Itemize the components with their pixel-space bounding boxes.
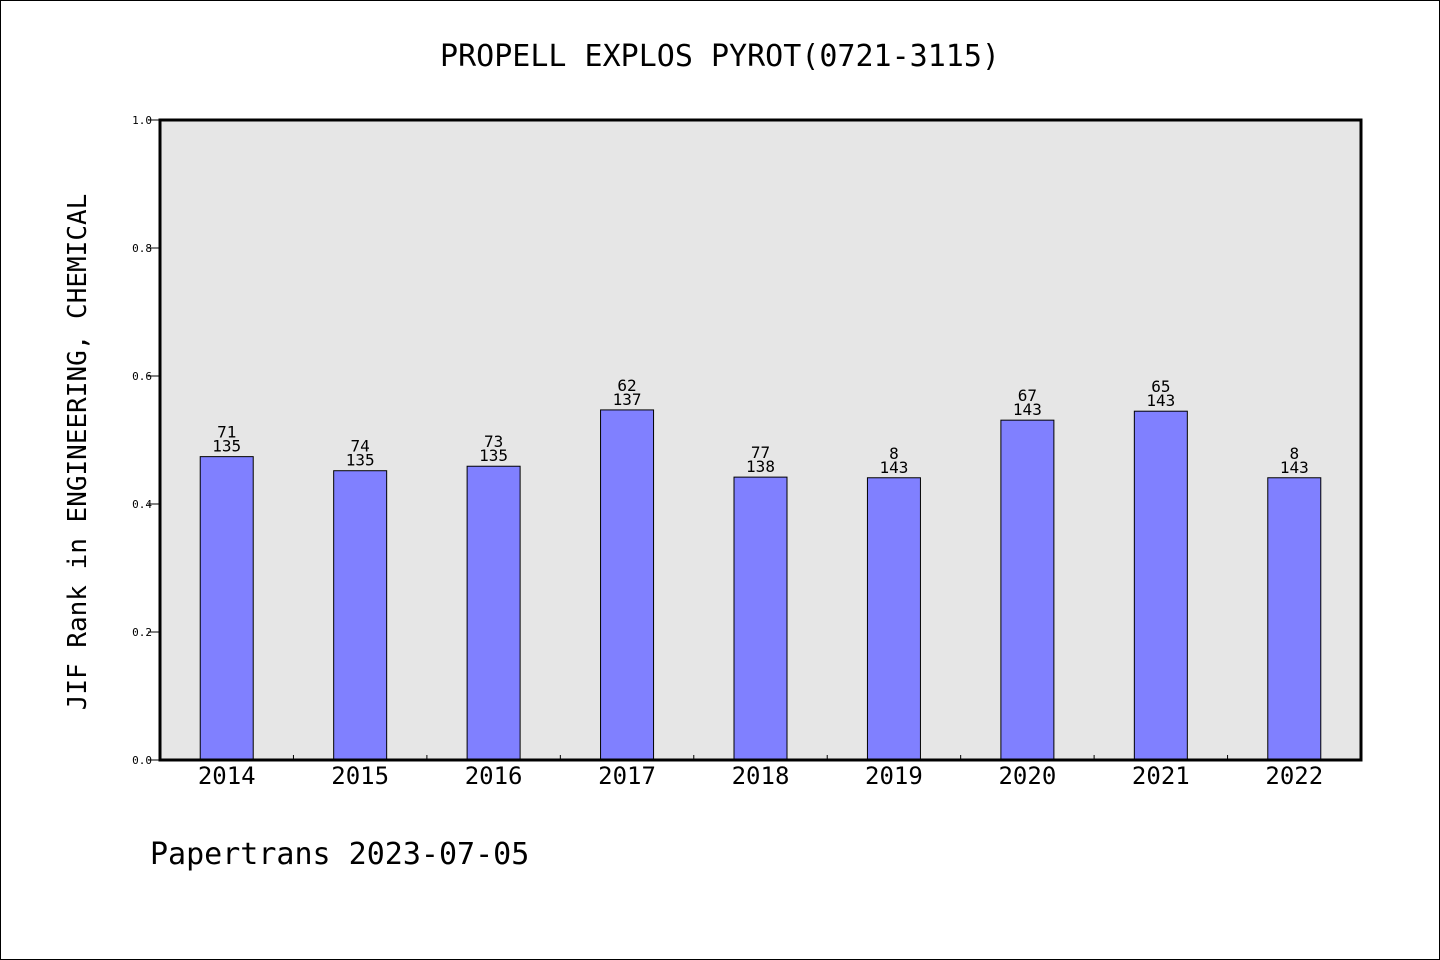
chart-title: PROPELL EXPLOS PYROT(0721-3115) [440, 39, 1000, 74]
bar-rank-label: 65 [1151, 377, 1170, 396]
bar-2015 [333, 470, 388, 761]
bar-total-label: 135 [212, 437, 241, 456]
bar-total-label: 143 [1146, 391, 1175, 410]
bar-rank-label: 71 [217, 423, 236, 442]
bar-total-label: 138 [746, 457, 775, 476]
y-tick-label: 0.2 [132, 626, 152, 639]
bar-total-label: 137 [613, 390, 642, 409]
bar-2016 [466, 465, 521, 761]
footer-credit: Papertrans 2023-07-05 [150, 837, 529, 872]
x-tick-label: 2022 [1265, 762, 1323, 790]
bar-2021 [1133, 410, 1188, 761]
y-axis-ticks: 0.0 0.2 0.4 0.6 0.8 1.0 [132, 114, 160, 767]
x-tick-label: 2021 [1132, 762, 1190, 790]
x-tick-label: 2016 [465, 762, 523, 790]
bar-2014 [199, 456, 254, 761]
bar-total-label: 143 [879, 458, 908, 477]
x-tick-label: 2017 [598, 762, 656, 790]
bar-2022 [1267, 477, 1322, 761]
bar-total-label: 143 [1013, 400, 1042, 419]
y-tick-label: 0.8 [132, 242, 152, 255]
x-tick-label: 2015 [331, 762, 389, 790]
y-axis-label: JIF Rank in ENGINEERING, CHEMICAL [63, 194, 93, 711]
bar-rank-label: 74 [351, 437, 370, 456]
bar-2020 [1000, 419, 1055, 761]
bars-group [199, 409, 1322, 761]
plot-border [158, 118, 1363, 762]
bar-total-label: 135 [346, 451, 375, 470]
bar-2017 [600, 409, 655, 761]
bar-2019 [866, 477, 921, 761]
bar-total-label: 143 [1280, 458, 1309, 477]
x-tick-label: 2019 [865, 762, 923, 790]
y-tick-label: 1.0 [132, 114, 152, 127]
bar-rank-label: 8 [1289, 444, 1299, 463]
x-tick-label: 2014 [198, 762, 256, 790]
bar-total-label: 135 [479, 446, 508, 465]
bar-rank-label: 67 [1018, 386, 1037, 405]
y-tick-label: 0.4 [132, 498, 152, 511]
x-axis-ticks: 2014 2015 2016 2017 2018 2019 2020 2021 2022 [198, 755, 1323, 790]
bar-rank-label: 62 [617, 376, 636, 395]
y-tick-label: 0.0 [132, 754, 152, 767]
y-tick-label: 0.6 [132, 370, 152, 383]
bar-2018 [733, 476, 788, 761]
x-tick-label: 2018 [732, 762, 790, 790]
bar-rank-label: 73 [484, 432, 503, 451]
bar-rank-label: 8 [889, 444, 899, 463]
bar-rank-label: 77 [751, 443, 770, 462]
x-tick-label: 2020 [998, 762, 1056, 790]
